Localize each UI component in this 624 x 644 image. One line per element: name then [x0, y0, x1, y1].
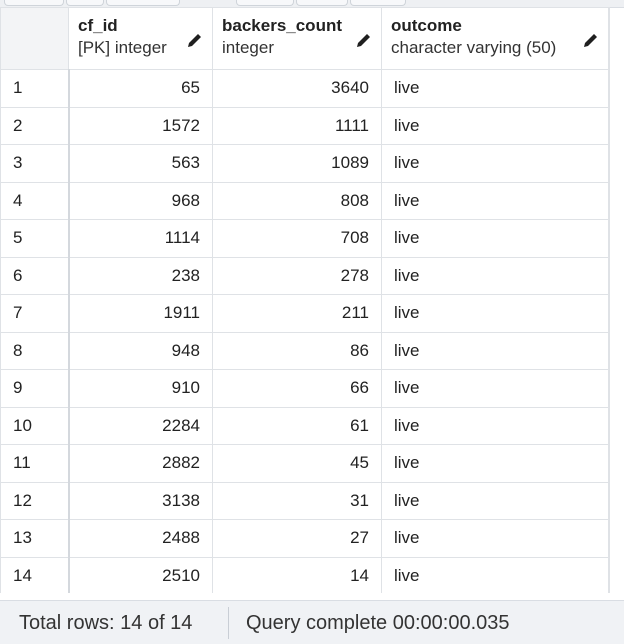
column-name: cf_id: [78, 16, 118, 35]
cell-outcome[interactable]: live: [381, 256, 609, 295]
column-name: backers_count: [222, 16, 342, 35]
cell-outcome[interactable]: live: [381, 69, 609, 108]
row-number[interactable]: 11: [0, 444, 70, 483]
row-number[interactable]: 7: [0, 294, 70, 333]
cell-cf-id[interactable]: 1572: [68, 106, 213, 145]
row-number[interactable]: 10: [0, 406, 70, 445]
row-number[interactable]: 1: [0, 69, 70, 108]
cell-backers-count[interactable]: 61: [212, 406, 382, 445]
pencil-icon[interactable]: [355, 31, 373, 49]
column-type: character varying (50): [391, 38, 557, 57]
toolbar-button[interactable]: [106, 0, 180, 6]
row-number[interactable]: 2: [0, 106, 70, 145]
cell-outcome[interactable]: live: [381, 481, 609, 520]
table-row[interactable]: 3 563 1089 live: [0, 144, 609, 183]
toolbar-button[interactable]: [66, 0, 104, 6]
table-row[interactable]: 5 1114 708 live: [0, 219, 609, 258]
cell-backers-count[interactable]: 3640: [212, 69, 382, 108]
column-header-backers-count[interactable]: backers_count integer: [212, 7, 382, 70]
table-row[interactable]: 8 948 86 live: [0, 331, 609, 370]
table-row[interactable]: 13 2488 27 live: [0, 519, 609, 558]
cell-backers-count[interactable]: 1111: [212, 106, 382, 145]
table-row[interactable]: 4 968 808 live: [0, 181, 609, 220]
toolbar-button[interactable]: [296, 0, 348, 6]
status-bar: Total rows: 14 of 14 Query complete 00:0…: [0, 600, 624, 644]
row-number[interactable]: 3: [0, 144, 70, 183]
toolbar-button[interactable]: [236, 0, 294, 6]
cell-backers-count[interactable]: 86: [212, 331, 382, 370]
cell-cf-id[interactable]: 1911: [68, 294, 213, 333]
cell-cf-id[interactable]: 238: [68, 256, 213, 295]
cell-cf-id[interactable]: 65: [68, 69, 213, 108]
table-row[interactable]: 14 2510 14 live: [0, 556, 609, 593]
cell-cf-id[interactable]: 3138: [68, 481, 213, 520]
cell-backers-count[interactable]: 45: [212, 444, 382, 483]
cell-backers-count[interactable]: 66: [212, 369, 382, 408]
toolbar-button[interactable]: [4, 0, 64, 6]
cell-cf-id[interactable]: 2882: [68, 444, 213, 483]
row-number[interactable]: 8: [0, 331, 70, 370]
column-header-cf-id[interactable]: cf_id [PK] integer: [68, 7, 213, 70]
header-row: cf_id [PK] integer backers_count integer…: [0, 7, 609, 70]
cell-cf-id[interactable]: 563: [68, 144, 213, 183]
cell-outcome[interactable]: live: [381, 106, 609, 145]
row-number[interactable]: 13: [0, 519, 70, 558]
row-number[interactable]: 4: [0, 181, 70, 220]
result-table: cf_id [PK] integer backers_count integer…: [0, 7, 609, 593]
cell-outcome[interactable]: live: [381, 369, 609, 408]
table-row[interactable]: 9 910 66 live: [0, 369, 609, 408]
toolbar-button[interactable]: [350, 0, 406, 6]
cell-cf-id[interactable]: 2510: [68, 556, 213, 593]
pencil-icon[interactable]: [582, 31, 600, 49]
column-type: [PK] integer: [78, 38, 167, 57]
table-row[interactable]: 10 2284 61 live: [0, 406, 609, 445]
total-rows-status: Total rows: 14 of 14: [19, 612, 193, 634]
table-row[interactable]: 11 2882 45 live: [0, 444, 609, 483]
cell-backers-count[interactable]: 708: [212, 219, 382, 258]
column-header-outcome[interactable]: outcome character varying (50): [381, 7, 609, 70]
cell-cf-id[interactable]: 968: [68, 181, 213, 220]
cell-outcome[interactable]: live: [381, 219, 609, 258]
table-row[interactable]: 1 65 3640 live: [0, 69, 609, 108]
status-divider: [228, 607, 229, 639]
cell-backers-count[interactable]: 808: [212, 181, 382, 220]
cell-backers-count[interactable]: 211: [212, 294, 382, 333]
cell-outcome[interactable]: live: [381, 331, 609, 370]
cell-outcome[interactable]: live: [381, 294, 609, 333]
pencil-icon[interactable]: [186, 31, 204, 49]
column-name: outcome: [391, 16, 462, 35]
cell-cf-id[interactable]: 2488: [68, 519, 213, 558]
cell-backers-count[interactable]: 1089: [212, 144, 382, 183]
cell-cf-id[interactable]: 910: [68, 369, 213, 408]
cell-outcome[interactable]: live: [381, 444, 609, 483]
cell-outcome[interactable]: live: [381, 556, 609, 593]
row-number[interactable]: 12: [0, 481, 70, 520]
cell-cf-id[interactable]: 2284: [68, 406, 213, 445]
row-number[interactable]: 9: [0, 369, 70, 408]
data-output-grid: cf_id [PK] integer backers_count integer…: [0, 7, 610, 593]
row-number[interactable]: 14: [0, 556, 70, 593]
column-type: integer: [222, 38, 274, 57]
cell-backers-count[interactable]: 27: [212, 519, 382, 558]
row-number-header: [0, 7, 69, 70]
cell-cf-id[interactable]: 948: [68, 331, 213, 370]
cell-outcome[interactable]: live: [381, 181, 609, 220]
table-row[interactable]: 6 238 278 live: [0, 256, 609, 295]
table-row[interactable]: 2 1572 1111 live: [0, 106, 609, 145]
row-number[interactable]: 5: [0, 219, 70, 258]
cell-outcome[interactable]: live: [381, 519, 609, 558]
cell-backers-count[interactable]: 14: [212, 556, 382, 593]
query-status: Query complete 00:00:00.035: [246, 612, 510, 634]
cell-backers-count[interactable]: 31: [212, 481, 382, 520]
table-row[interactable]: 12 3138 31 live: [0, 481, 609, 520]
cell-backers-count[interactable]: 278: [212, 256, 382, 295]
cell-cf-id[interactable]: 1114: [68, 219, 213, 258]
cell-outcome[interactable]: live: [381, 406, 609, 445]
row-number[interactable]: 6: [0, 256, 70, 295]
cell-outcome[interactable]: live: [381, 144, 609, 183]
table-row[interactable]: 7 1911 211 live: [0, 294, 609, 333]
